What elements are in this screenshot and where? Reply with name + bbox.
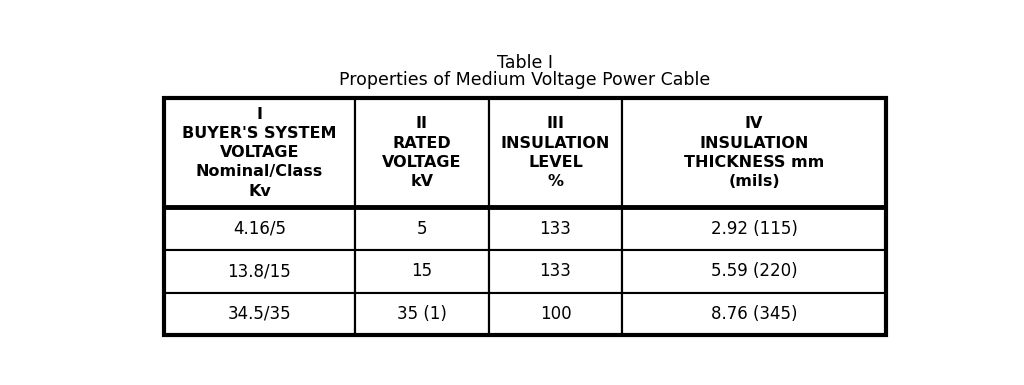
Text: II
RATED
VOLTAGE
kV: II RATED VOLTAGE kV xyxy=(382,116,462,189)
Bar xyxy=(164,293,355,335)
Bar xyxy=(623,250,886,293)
Bar xyxy=(164,250,355,293)
Bar xyxy=(623,98,886,207)
Text: I
BUYER'S SYSTEM
VOLTAGE
Nominal/Class
Kv: I BUYER'S SYSTEM VOLTAGE Nominal/Class K… xyxy=(182,107,337,199)
Bar xyxy=(355,207,488,250)
Text: 4.16/5: 4.16/5 xyxy=(232,219,286,238)
Bar xyxy=(164,98,886,335)
Text: III
INSULATION
LEVEL
%: III INSULATION LEVEL % xyxy=(501,116,610,189)
Text: 2.92 (115): 2.92 (115) xyxy=(711,219,798,238)
Text: Properties of Medium Voltage Power Cable: Properties of Medium Voltage Power Cable xyxy=(339,71,711,89)
Text: 13.8/15: 13.8/15 xyxy=(227,262,291,280)
Text: 100: 100 xyxy=(540,305,571,323)
Text: 5.59 (220): 5.59 (220) xyxy=(711,262,798,280)
Bar xyxy=(164,98,355,207)
Bar xyxy=(623,293,886,335)
Bar xyxy=(488,293,623,335)
Text: 15: 15 xyxy=(412,262,432,280)
Text: IV
INSULATION
THICKNESS mm
(mils): IV INSULATION THICKNESS mm (mils) xyxy=(684,116,824,189)
Text: 133: 133 xyxy=(540,219,571,238)
Bar xyxy=(488,98,623,207)
Bar xyxy=(355,250,488,293)
Bar xyxy=(488,250,623,293)
Bar xyxy=(164,207,355,250)
Text: 8.76 (345): 8.76 (345) xyxy=(711,305,798,323)
Text: 34.5/35: 34.5/35 xyxy=(227,305,291,323)
Bar xyxy=(355,98,488,207)
Bar xyxy=(623,207,886,250)
Text: 133: 133 xyxy=(540,262,571,280)
Text: 5: 5 xyxy=(417,219,427,238)
Bar xyxy=(488,207,623,250)
Text: 35 (1): 35 (1) xyxy=(397,305,446,323)
Text: Table I: Table I xyxy=(497,54,553,72)
Bar xyxy=(355,293,488,335)
